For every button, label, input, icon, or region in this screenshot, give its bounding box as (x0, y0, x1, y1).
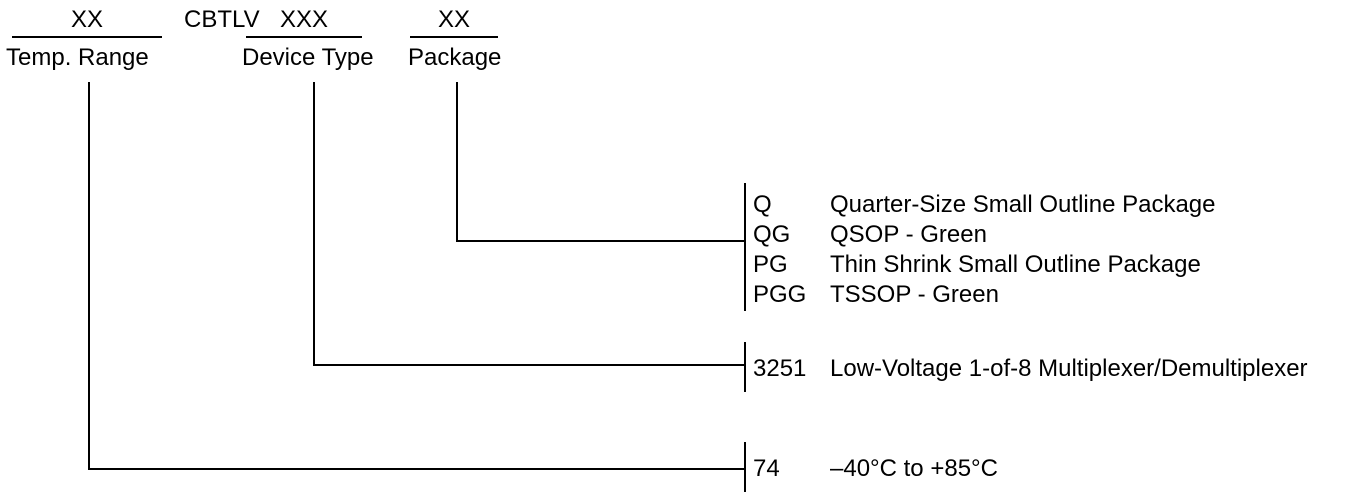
package-connector-vertical (456, 82, 458, 242)
package-desc-pg: Thin Shrink Small Outline Package (830, 251, 1201, 279)
package-code-q: Q (753, 191, 772, 219)
device-desc-3251: Low-Voltage 1-of-8 Multiplexer/Demultipl… (830, 355, 1308, 383)
package-code-pg: PG (753, 251, 788, 279)
temp-range-label: Temp. Range (6, 44, 149, 72)
device-code-3251: 3251 (753, 355, 806, 383)
temp-connector-horizontal (88, 468, 744, 470)
temp-connector-vertical (88, 82, 90, 470)
temp-range-underline (12, 36, 162, 38)
package-connector-horizontal (456, 240, 744, 242)
device-type-field: XXX (246, 6, 362, 34)
device-type-label: Device Type (242, 44, 374, 72)
package-desc-qg: QSOP - Green (830, 221, 987, 249)
package-desc-pgg: TSSOP - Green (830, 281, 999, 309)
device-connector-horizontal (313, 364, 744, 366)
temp-desc-74: –40°C to +85°C (830, 455, 998, 483)
package-bracket (744, 183, 746, 311)
package-code-qg: QG (753, 221, 790, 249)
temp-code-74: 74 (753, 455, 780, 483)
package-code-pgg: PGG (753, 281, 806, 309)
device-bracket (744, 342, 746, 392)
package-desc-q: Quarter-Size Small Outline Package (830, 191, 1216, 219)
device-type-underline (246, 36, 362, 38)
package-label: Package (408, 44, 501, 72)
temp-bracket (744, 442, 746, 492)
temp-range-field: XX (12, 6, 162, 34)
package-underline (410, 36, 498, 38)
device-connector-vertical (313, 82, 315, 366)
package-field: XX (410, 6, 498, 34)
